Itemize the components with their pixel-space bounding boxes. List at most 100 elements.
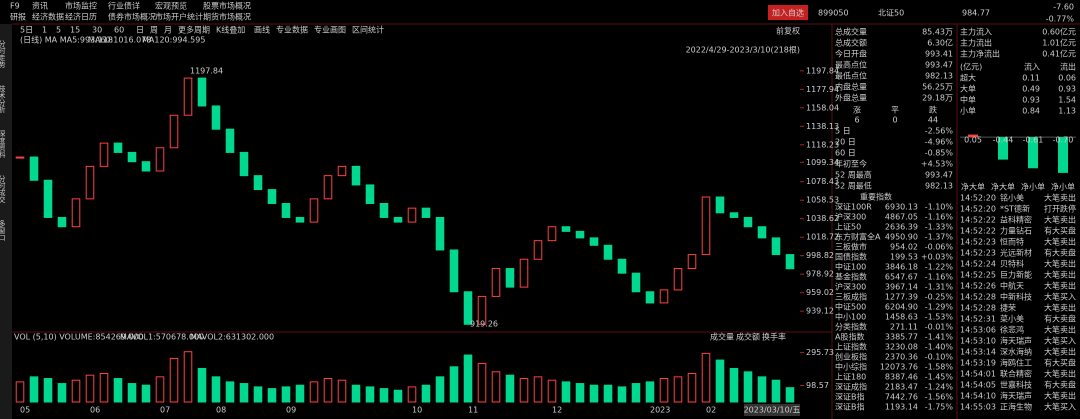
vol-button[interactable]: 成交量 [710, 332, 734, 342]
trade-name[interactable]: 巨力新能 [1000, 270, 1032, 280]
volume-bar [729, 367, 739, 403]
index-name[interactable]: 基金指数 [835, 272, 867, 282]
trade-name[interactable]: 铭小美 [1000, 193, 1024, 203]
toolbar-item[interactable]: 区间统计 [352, 25, 384, 35]
volume-bar [463, 354, 473, 403]
index-name[interactable]: A股指数 [835, 332, 864, 342]
trade-name[interactable]: 海天瑞声 [1000, 336, 1032, 346]
index-name[interactable]: 中证100 [835, 262, 866, 272]
index-name[interactable]: 分类指数 [835, 322, 867, 332]
side-tab[interactable]: 技术分析 [0, 84, 6, 114]
side-tab[interactable]: 分时走势 [0, 39, 6, 69]
trade-name[interactable]: 捷荣 [1000, 303, 1016, 313]
menu-item[interactable]: 经济日历 [65, 12, 97, 22]
index-name[interactable]: 东方财富全A [835, 232, 881, 242]
add-button[interactable]: 加入自选 [772, 8, 804, 18]
adjust[interactable]: 前复权 [776, 26, 800, 36]
menu-item[interactable]: 市场开户统计 [155, 12, 203, 22]
index-name[interactable]: 上证指数 [835, 342, 867, 352]
index-name[interactable]: 中小综指 [835, 362, 867, 372]
index-name[interactable]: 创业板指 [835, 352, 867, 362]
candle [757, 226, 767, 239]
y-tick-label: 1099.34 [806, 158, 839, 167]
trade-name[interactable]: 力量钻石 [1000, 226, 1032, 236]
trade-name[interactable]: 正海生物 [1000, 402, 1032, 412]
candle [743, 216, 753, 228]
trade-name[interactable]: 菜小美 [1000, 314, 1024, 324]
index-name[interactable]: 上证180 [835, 373, 866, 382]
volume-bar [211, 376, 221, 403]
side-tab[interactable]: 深度资料 [0, 129, 6, 159]
trade-name[interactable]: 中新科技 [1000, 292, 1032, 302]
trade-name[interactable]: 益科精密 [1000, 215, 1032, 225]
menu-item[interactable]: 研报 [10, 12, 26, 22]
stat-label: 外盘总量 [835, 93, 867, 103]
perf-label: 5 日 [835, 127, 851, 136]
trade-name[interactable]: 中航天 [1000, 281, 1024, 291]
toolbar-item[interactable]: 15 [70, 26, 80, 35]
index-change: -0.25% [925, 293, 954, 302]
toolbar-item[interactable]: 专业画图 [314, 25, 346, 35]
index-name[interactable]: 深证B指 [835, 392, 865, 402]
toolbar-item[interactable]: 5 [56, 26, 61, 35]
flow-cell: 0.93 [1022, 96, 1040, 105]
index-name[interactable]: 深证成指 [835, 382, 867, 392]
vol-button[interactable]: 成交额 [736, 332, 760, 342]
index-name[interactable]: 中证500 [835, 302, 866, 312]
volume-bar [225, 381, 235, 403]
index-name[interactable]: 沪深300 [835, 282, 866, 292]
index-name[interactable]: 三板成指 [835, 292, 867, 302]
side-tab[interactable]: 分时成交 [0, 174, 6, 204]
menu-item[interactable]: 资讯 [32, 1, 48, 11]
trade-name[interactable]: 贝特科 [1000, 259, 1024, 269]
toolbar-item[interactable]: 更多周期 [178, 25, 210, 35]
index-name[interactable]: 三板做市 [835, 242, 867, 252]
trade-time: 14:52:22 [960, 227, 996, 236]
index-name[interactable]: 国债指数 [835, 252, 867, 262]
toolbar-item[interactable]: K线叠加 [216, 25, 245, 35]
x-tick-label: 05 [20, 406, 30, 415]
toolbar-item[interactable]: 1 [42, 26, 47, 35]
index-value: 199.53 [890, 253, 918, 262]
menu-item[interactable]: 经济数据 [32, 12, 64, 22]
menu-item[interactable]: 宏观预览 [155, 1, 187, 11]
candle [561, 226, 571, 232]
menu-item[interactable]: 债券市场概况 [108, 12, 156, 22]
vol-button[interactable]: 换手率 [762, 332, 786, 342]
stock-code: 899050 [818, 9, 849, 18]
volume-bar [43, 378, 53, 403]
cursor-bg [744, 404, 800, 416]
index-name[interactable]: 深证B指 [835, 402, 865, 412]
toolbar-item[interactable]: 60 [114, 26, 124, 35]
index-name[interactable]: 中小100 [835, 312, 866, 322]
trade-name[interactable]: 深水海纳 [1000, 347, 1032, 357]
toolbar-item[interactable]: 专业数据 [276, 25, 308, 35]
side-tab[interactable]: 多窗口 [0, 219, 6, 241]
toolbar-item[interactable]: 月 [164, 26, 172, 35]
menu-item[interactable]: 行业债详 [108, 1, 140, 11]
trade-name[interactable]: 恒而特 [1000, 237, 1024, 247]
toolbar-item[interactable]: 画线 [254, 25, 270, 35]
trade-name[interactable]: 海天瑞声 [1000, 391, 1032, 401]
volume-bar [547, 379, 557, 403]
trade-name[interactable]: 联合精密 [1000, 369, 1032, 379]
toolbar-item[interactable]: 日 [136, 26, 144, 35]
add-button-bg[interactable] [768, 5, 808, 20]
trade-name[interactable]: 世嘉科技 [1000, 380, 1032, 390]
trade-name[interactable]: 海鸥住工 [1000, 358, 1032, 368]
toolbar-item[interactable]: 周 [150, 26, 158, 35]
trade-name[interactable]: 徐悲鸿 [1000, 325, 1024, 335]
index-value: 1458.63 [885, 313, 918, 322]
toolbar-item[interactable]: 30 [92, 26, 102, 35]
trade-name[interactable]: *ST德新 [1000, 204, 1030, 214]
menu-item[interactable]: 市场监控 [65, 1, 97, 11]
index-name[interactable]: 深证100R [835, 203, 872, 212]
menu-item[interactable]: F9 [10, 2, 20, 11]
index-name[interactable]: 上证50 [835, 223, 861, 232]
menu-item[interactable]: 期货市场概况 [203, 12, 251, 22]
toolbar-item[interactable]: 5日 [20, 26, 33, 35]
menu-item[interactable]: 股票市场概况 [203, 1, 251, 11]
index-name[interactable]: 沪深300 [835, 212, 866, 222]
flow-value: 1.01亿元 [1042, 38, 1076, 48]
trade-name[interactable]: 光远新材 [1000, 248, 1032, 258]
